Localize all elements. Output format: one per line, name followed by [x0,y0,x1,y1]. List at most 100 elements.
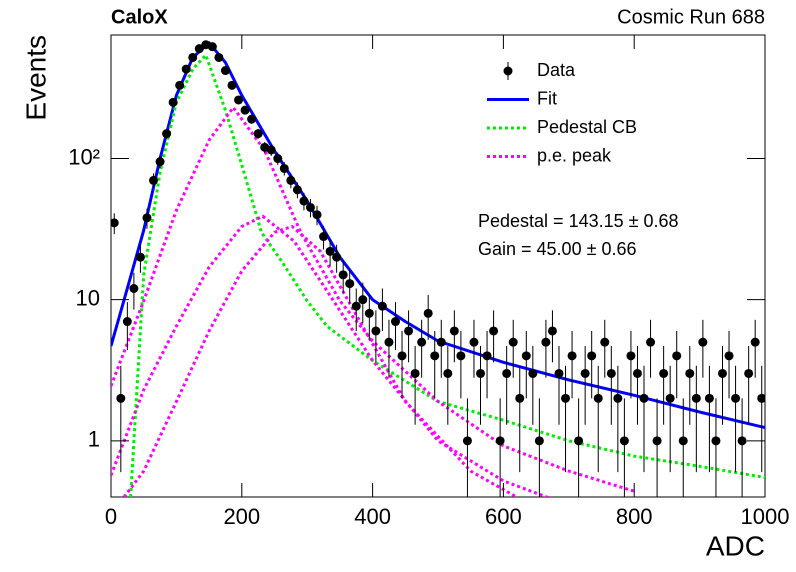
data-point [495,436,505,446]
data-point [619,436,629,446]
data-point [338,270,348,280]
chart-subtitle: Cosmic Run 688 [617,6,765,28]
plot-area [111,40,765,497]
data-point [515,393,525,403]
data-point [672,351,682,361]
data-point [227,80,237,90]
fit-curve [122,225,518,497]
data-point [142,213,152,223]
fit-curve [111,41,765,430]
axes: 0 200 400 600 800 1000 1 10 10² [68,35,789,529]
legend: Data Fit Pedestal CB p.e. peak [487,60,637,165]
y-tick-label: 1 [88,427,100,452]
data-point [410,368,420,378]
data-point [417,337,427,347]
data-point [659,368,669,378]
data-point [724,351,734,361]
data-point [574,436,584,446]
data-point [534,436,544,446]
data-point [181,64,191,74]
x-tick-label: 600 [485,504,522,529]
data-point [371,326,381,336]
data-point [757,393,765,403]
data-point [580,368,590,378]
legend-label: p.e. peak [537,145,612,165]
y-axis-label: Events [20,35,51,121]
data-point [731,393,741,403]
data-point [449,326,459,336]
data-point [665,393,675,403]
y-tick-label: 10 [76,285,100,310]
data-point [476,368,486,378]
plot-frame [110,34,766,498]
data-point [129,283,139,293]
data-point [364,308,374,318]
data-point [325,246,335,256]
data-point [482,351,492,361]
data-point [122,317,132,327]
data-point [358,295,368,305]
data-point [698,337,708,347]
x-tick-label: 200 [223,504,260,529]
data-point [639,393,649,403]
data-point [456,351,466,361]
data-point [220,66,230,76]
data-point [377,301,387,311]
data-point [305,202,315,212]
fit-curve [111,106,635,493]
data-point [554,368,564,378]
data-point [273,154,283,164]
data-point [207,42,217,52]
data-point [345,279,355,289]
data-point [430,351,440,361]
data-point [561,393,571,403]
data-point [587,351,597,361]
data-point [646,337,656,347]
data-point [521,351,531,361]
y-tick-label: 10² [68,144,100,169]
data-point [606,368,616,378]
data-point [600,337,610,347]
data-point [593,393,603,403]
chart-title: CaloX [111,6,168,28]
data-point [541,337,551,347]
data-point [704,393,714,403]
data-point [214,52,224,62]
x-tick-label: 800 [616,504,653,529]
data-point [247,114,257,124]
legend-label: Data [537,60,576,80]
data-point [162,129,172,139]
data-point [299,196,309,206]
data-point [332,252,342,262]
data-point [390,317,400,327]
data-point [528,368,538,378]
fit-curve [111,214,552,497]
data-point [436,337,446,347]
data-point [508,337,518,347]
data-point [312,210,322,220]
data-point [234,95,244,105]
data-point [613,393,623,403]
data-point [750,337,760,347]
data-point [135,252,145,262]
data-point [351,301,361,311]
data-point [678,436,688,446]
x-tick-label: 400 [354,504,391,529]
data-point [292,185,302,195]
data-point [404,326,414,336]
data-point [397,351,407,361]
data-point [319,232,329,242]
data-point [443,368,453,378]
data-point [155,157,165,167]
x-tick-label: 0 [105,504,117,529]
data-point [462,436,472,446]
data-point [626,351,636,361]
data-point [194,44,204,54]
data-point [253,129,263,139]
annotation: Pedestal = 143.15 ± 0.68 [478,211,679,231]
data-point [149,175,159,185]
data-point [279,163,289,173]
data-point [691,393,701,403]
data-point [744,368,754,378]
